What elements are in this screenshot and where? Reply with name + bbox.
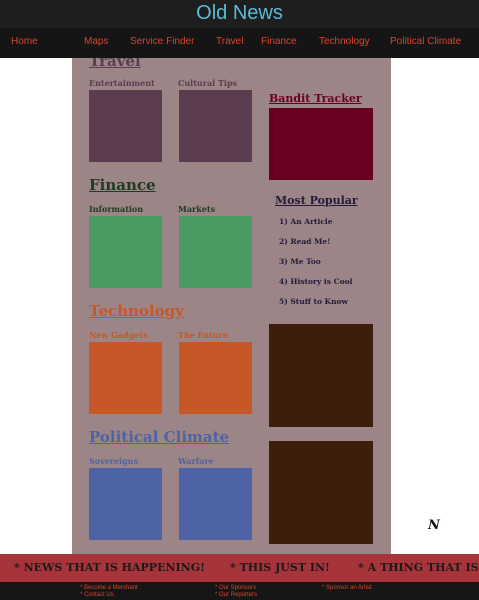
ad-panel-top[interactable]: [269, 324, 373, 427]
content-panel: Travel Entertainment Cultural Tips Finan…: [72, 58, 391, 554]
finance-markets-tile[interactable]: [179, 216, 252, 288]
site-logo-icon: N: [428, 518, 440, 533]
finance-sub-information[interactable]: Information: [89, 204, 144, 214]
ad-panel-bottom[interactable]: [269, 441, 373, 544]
popular-item-3[interactable]: 3) Me Too: [279, 257, 321, 266]
footer: * Become a Merchant * Contact Us * Our S…: [0, 582, 479, 600]
ticker-item-3[interactable]: * A THING THAT IS HAPPENING!: [358, 561, 479, 574]
footer-link-our-sponsors[interactable]: * Our Sponsors: [215, 585, 257, 591]
technology-sub-new-gadgets[interactable]: New Gadgets: [89, 330, 148, 340]
news-ticker: * NEWS THAT IS HAPPENING! * THIS JUST IN…: [0, 554, 479, 582]
footer-link-contact-us[interactable]: * Contact Us: [80, 592, 114, 598]
political-sovereigns-tile[interactable]: [89, 468, 162, 540]
ticker-item-2[interactable]: * THIS JUST IN!: [230, 561, 330, 574]
travel-sub-entertainment[interactable]: Entertainment: [89, 78, 155, 88]
political-section-title[interactable]: Political Climate: [89, 428, 230, 446]
bandit-tracker-title[interactable]: Bandit Tracker: [269, 92, 362, 105]
popular-item-4[interactable]: 4) History is Cool: [279, 277, 353, 286]
travel-section-title[interactable]: Travel: [89, 58, 141, 70]
finance-section-title[interactable]: Finance: [89, 176, 156, 194]
popular-item-5[interactable]: 5) Stuff to Know: [279, 297, 348, 306]
footer-link-our-reporters[interactable]: * Our Reporters: [215, 592, 258, 598]
footer-link-sponsor-artist[interactable]: * Sponsor an Artist: [322, 585, 372, 591]
main-nav: Home Maps Service Finder Travel Finance …: [0, 28, 479, 58]
popular-item-1[interactable]: 1) An Article: [279, 217, 333, 226]
travel-sub-cultural-tips[interactable]: Cultural Tips: [178, 78, 238, 88]
nav-technology[interactable]: Technology: [319, 36, 370, 47]
technology-the-future-tile[interactable]: [179, 342, 252, 414]
travel-cultural-tips-tile[interactable]: [179, 90, 252, 162]
bandit-tracker-panel[interactable]: [269, 108, 373, 180]
most-popular-title: Most Popular: [275, 194, 358, 207]
nav-maps[interactable]: Maps: [84, 36, 109, 47]
nav-home[interactable]: Home: [11, 36, 38, 47]
footer-link-become-merchant[interactable]: * Become a Merchant: [80, 585, 138, 591]
political-sub-warfare[interactable]: Warfare: [178, 456, 214, 466]
ticker-item-1[interactable]: * NEWS THAT IS HAPPENING!: [14, 561, 205, 574]
technology-section-title[interactable]: Technology: [89, 302, 184, 320]
popular-item-2[interactable]: 2) Read Me!: [279, 237, 331, 246]
site-title[interactable]: Old News: [196, 2, 283, 24]
travel-entertainment-tile[interactable]: [89, 90, 162, 162]
nav-service-finder[interactable]: Service Finder: [130, 36, 195, 47]
nav-travel[interactable]: Travel: [216, 36, 244, 47]
political-sub-sovereigns[interactable]: Sovereigns: [89, 456, 139, 466]
finance-information-tile[interactable]: [89, 216, 162, 288]
finance-sub-markets[interactable]: Markets: [178, 204, 216, 214]
technology-new-gadgets-tile[interactable]: [89, 342, 162, 414]
nav-political-climate[interactable]: Political Climate: [390, 36, 462, 47]
political-warfare-tile[interactable]: [179, 468, 252, 540]
header-bar: Old News: [0, 0, 479, 28]
technology-sub-the-future[interactable]: The Future: [178, 330, 228, 340]
nav-finance[interactable]: Finance: [261, 36, 297, 47]
